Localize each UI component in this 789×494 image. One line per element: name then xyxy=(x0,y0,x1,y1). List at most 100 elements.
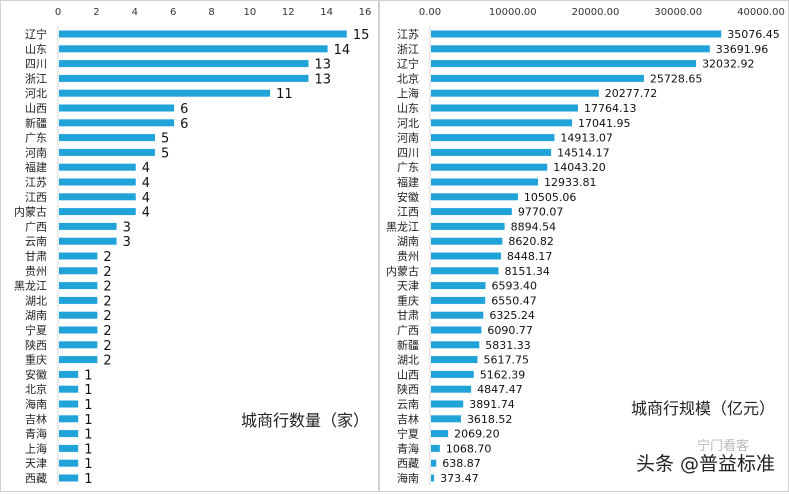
bar xyxy=(431,356,478,364)
bar xyxy=(431,252,501,260)
bar xyxy=(59,459,79,467)
bar xyxy=(431,341,480,349)
bar xyxy=(431,74,644,82)
value-label: 4847.47 xyxy=(477,383,522,396)
x-tick-label: 14 xyxy=(320,7,333,18)
bar xyxy=(431,237,503,245)
bar xyxy=(431,119,573,127)
x-tick-label: 10 xyxy=(244,7,257,18)
category-label: 内蒙古 xyxy=(14,205,47,219)
bar xyxy=(431,385,472,393)
bar xyxy=(59,30,347,38)
category-label: 云南 xyxy=(25,235,47,248)
bar xyxy=(431,267,499,275)
bar xyxy=(431,163,548,171)
x-tick-label: 2 xyxy=(93,7,99,18)
value-label: 638.87 xyxy=(442,457,481,470)
bar xyxy=(59,415,79,423)
bar xyxy=(431,444,440,452)
value-label: 14514.17 xyxy=(557,146,610,159)
value-label: 25728.65 xyxy=(650,72,703,85)
value-label: 2 xyxy=(103,250,111,265)
bar xyxy=(431,193,518,201)
bar xyxy=(431,430,449,438)
category-label: 海南 xyxy=(25,397,47,411)
value-label: 6 xyxy=(180,102,188,117)
chart-title: 城商行规模（亿元） xyxy=(631,399,775,418)
value-label: 14043.20 xyxy=(553,161,606,174)
category-label: 江西 xyxy=(25,191,47,204)
value-label: 6 xyxy=(180,117,188,132)
value-label: 2 xyxy=(103,339,111,354)
bar xyxy=(59,163,136,171)
category-label: 云南 xyxy=(397,398,419,411)
x-tick-label: 30000.00 xyxy=(654,7,702,18)
bar xyxy=(431,30,722,38)
value-label: 12933.81 xyxy=(544,176,597,189)
value-label: 4 xyxy=(142,206,150,221)
value-label: 2069.20 xyxy=(454,428,500,441)
category-label: 西藏 xyxy=(397,457,419,470)
value-label: 3 xyxy=(123,220,131,235)
category-label: 陕西 xyxy=(397,382,419,396)
chart-title: 城商行数量（家） xyxy=(241,411,369,430)
value-label: 5 xyxy=(161,146,169,161)
category-label: 江西 xyxy=(397,206,419,219)
category-label: 河南 xyxy=(397,132,419,145)
bar xyxy=(59,193,136,201)
bar xyxy=(59,104,175,112)
category-label: 湖南 xyxy=(397,235,419,248)
watermark: 头条 @普益标准 xyxy=(635,453,775,475)
value-label: 6325.24 xyxy=(489,309,535,322)
bar xyxy=(59,45,328,53)
category-label: 海南 xyxy=(397,471,419,485)
bar xyxy=(431,178,539,186)
category-label: 贵州 xyxy=(397,250,419,263)
category-label: 北京 xyxy=(397,71,419,85)
bar xyxy=(431,296,486,304)
bar xyxy=(431,474,435,482)
bar xyxy=(59,178,136,186)
category-label: 广西 xyxy=(397,324,419,337)
value-label: 4 xyxy=(142,176,150,191)
x-tick-label: 8 xyxy=(208,7,214,18)
value-label: 5162.39 xyxy=(480,368,525,381)
value-label: 1 xyxy=(84,472,92,487)
bar xyxy=(431,326,482,334)
bar xyxy=(59,370,79,378)
value-label: 11 xyxy=(276,87,293,102)
value-label: 1 xyxy=(84,457,92,472)
bar xyxy=(431,400,464,408)
category-label: 贵州 xyxy=(25,265,47,278)
x-tick-label: 10000.00 xyxy=(489,7,537,18)
value-label: 1 xyxy=(84,398,92,413)
value-label: 13 xyxy=(314,72,331,87)
value-label: 13 xyxy=(314,58,331,73)
category-label: 安徽 xyxy=(397,190,419,204)
bar xyxy=(59,341,98,349)
value-label: 6593.40 xyxy=(492,280,538,293)
bar xyxy=(59,326,98,334)
value-label: 3618.52 xyxy=(467,413,513,426)
value-label: 6550.47 xyxy=(491,294,537,307)
category-label: 北京 xyxy=(25,382,47,396)
category-label: 新疆 xyxy=(397,338,419,352)
value-label: 14913.07 xyxy=(560,132,613,145)
x-tick-label: 20000.00 xyxy=(572,7,620,18)
value-label: 2 xyxy=(103,280,111,295)
value-label: 6090.77 xyxy=(487,324,533,337)
scale-chart: 0.00 10000.00 20000.00 30000.00 40000.00 江苏 35… xyxy=(386,7,785,485)
category-label: 吉林 xyxy=(25,412,47,426)
bar xyxy=(431,311,484,319)
bar xyxy=(431,45,710,53)
value-label: 8894.54 xyxy=(511,220,556,233)
x-tick-label: 0 xyxy=(55,7,61,18)
bar xyxy=(431,89,599,97)
value-label: 4 xyxy=(142,191,150,206)
category-label: 上海 xyxy=(397,86,419,100)
value-label: 373.47 xyxy=(440,472,479,485)
value-label: 8620.82 xyxy=(508,235,554,248)
bar xyxy=(59,134,155,142)
